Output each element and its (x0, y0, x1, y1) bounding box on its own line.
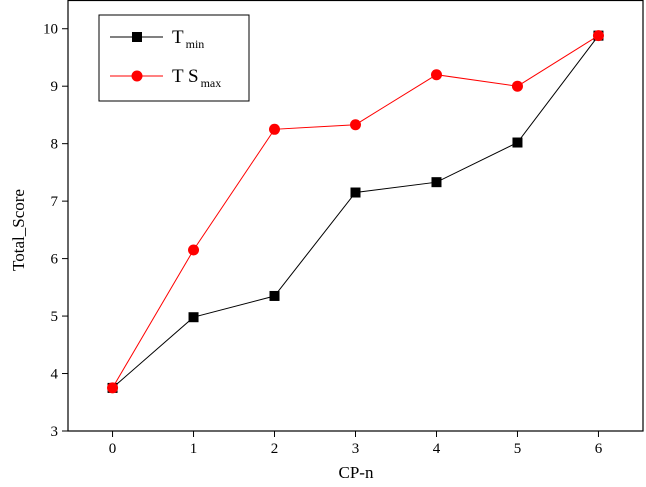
axes: 3 4 5 6 7 8 9 10 0 1 2 3 4 5 6 (43, 0, 644, 457)
legend-box (98, 14, 250, 102)
y-tick-label: 8 (51, 137, 59, 153)
data-point-0 (512, 137, 523, 148)
series-layer (107, 30, 604, 394)
y-tick-label: 6 (51, 252, 59, 268)
legend-label-tsmax-main: T S (172, 66, 199, 87)
legend-label-tsmax-sub: max (201, 76, 222, 90)
data-point-1 (511, 80, 523, 92)
data-point-1 (188, 244, 200, 256)
y-tick-label: 10 (43, 22, 58, 38)
y-tick-label: 5 (51, 309, 59, 325)
x-tick-label: 2 (271, 441, 279, 457)
legend-label-tmin-sub: min (186, 37, 205, 51)
x-axis-title: CP-n (339, 463, 374, 482)
data-point-0 (188, 312, 199, 323)
data-point-1 (107, 382, 119, 394)
x-tick-label: 4 (433, 441, 441, 457)
y-tick-label: 3 (51, 424, 59, 440)
x-tick-label: 3 (352, 441, 360, 457)
data-point-1 (592, 30, 604, 42)
legend-label-tmin-main: T (172, 27, 184, 48)
data-point-0 (350, 187, 361, 198)
data-point-1 (269, 123, 281, 135)
x-tick-label: 1 (190, 441, 198, 457)
y-tick-label: 7 (51, 194, 59, 210)
data-point-0 (431, 177, 442, 188)
data-point-1 (350, 119, 361, 131)
x-tick-label: 5 (514, 441, 522, 457)
legend-marker-tsmax (131, 70, 143, 82)
data-point-1 (430, 69, 442, 81)
x-tick-label: 6 (595, 441, 603, 457)
legend-marker-tmin (132, 32, 142, 42)
x-tick-label: 0 (109, 441, 117, 457)
y-tick-label: 4 (51, 367, 59, 383)
y-axis-title: Total_Score (9, 189, 28, 271)
data-point-0 (269, 290, 280, 301)
y-tick-label: 9 (51, 79, 59, 95)
